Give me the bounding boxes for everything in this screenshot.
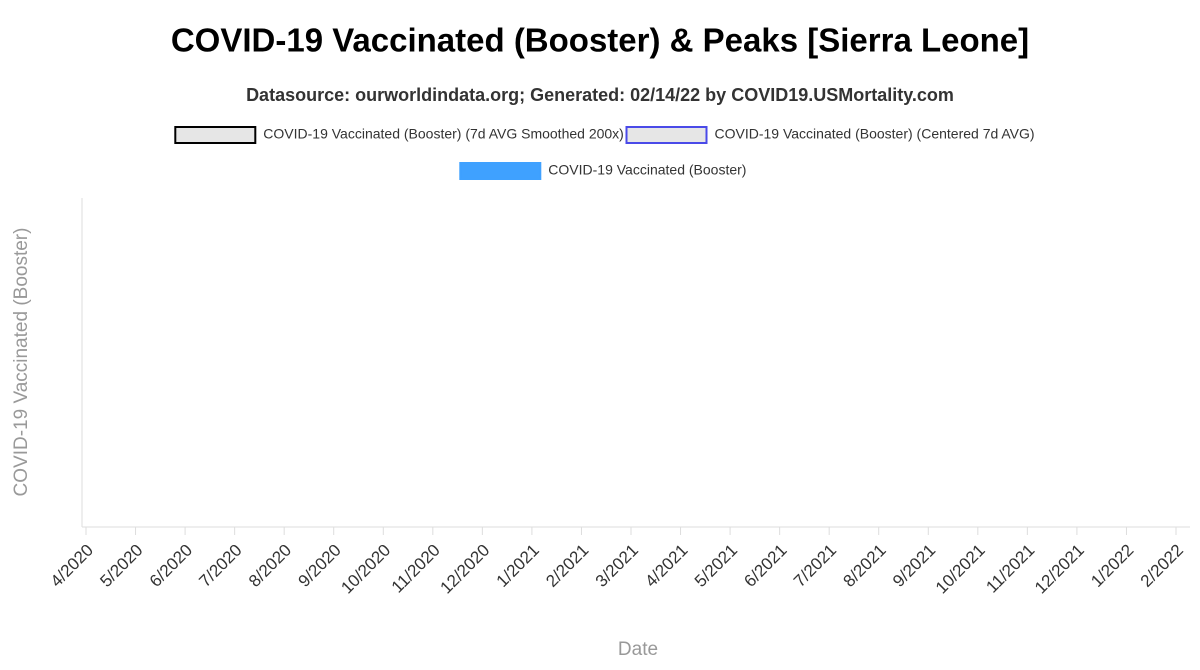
x-tick-label: 8/2021 bbox=[840, 541, 890, 591]
legend-label: COVID-19 Vaccinated (Booster) (Centered … bbox=[715, 126, 1035, 142]
x-tick-label: 4/2020 bbox=[47, 541, 97, 591]
legend-label: COVID-19 Vaccinated (Booster) bbox=[548, 162, 746, 178]
x-tick-label: 6/2020 bbox=[146, 541, 196, 591]
x-tick-label: 10/2021 bbox=[932, 541, 989, 598]
x-tick-label: 7/2020 bbox=[195, 541, 245, 591]
x-tick-label: 1/2022 bbox=[1087, 541, 1137, 591]
legend-label: COVID-19 Vaccinated (Booster) (7d AVG Sm… bbox=[263, 126, 624, 142]
x-tick-label: 2/2022 bbox=[1137, 541, 1187, 591]
x-tick-label: 4/2021 bbox=[641, 541, 691, 591]
legend-swatch bbox=[174, 126, 257, 144]
x-tick-label: 8/2020 bbox=[245, 541, 295, 591]
x-tick-label: 3/2021 bbox=[592, 541, 642, 591]
legend-swatch bbox=[625, 126, 708, 144]
x-tick-label: 7/2021 bbox=[790, 541, 840, 591]
x-tick-label: 1/2021 bbox=[493, 541, 543, 591]
x-tick-label: 5/2021 bbox=[691, 541, 741, 591]
y-axis-label: COVID-19 Vaccinated (Booster) bbox=[11, 228, 32, 497]
x-tick-label: 11/2020 bbox=[388, 541, 444, 597]
x-tick-label: 2/2021 bbox=[542, 541, 592, 591]
x-tick-label: 12/2021 bbox=[1031, 541, 1088, 598]
x-axis-label: Date bbox=[618, 639, 658, 660]
chart-subtitle: Datasource: ourworldindata.org; Generate… bbox=[246, 85, 954, 105]
x-tick-label: 11/2021 bbox=[982, 541, 1038, 597]
x-tick-label: 5/2020 bbox=[96, 541, 146, 591]
x-tick-label: 6/2021 bbox=[740, 541, 790, 591]
chart-title: COVID-19 Vaccinated (Booster) & Peaks [S… bbox=[171, 22, 1029, 59]
x-tick-label: 10/2020 bbox=[337, 541, 394, 598]
legend-swatch bbox=[459, 162, 542, 180]
x-tick-label: 12/2020 bbox=[436, 541, 493, 598]
